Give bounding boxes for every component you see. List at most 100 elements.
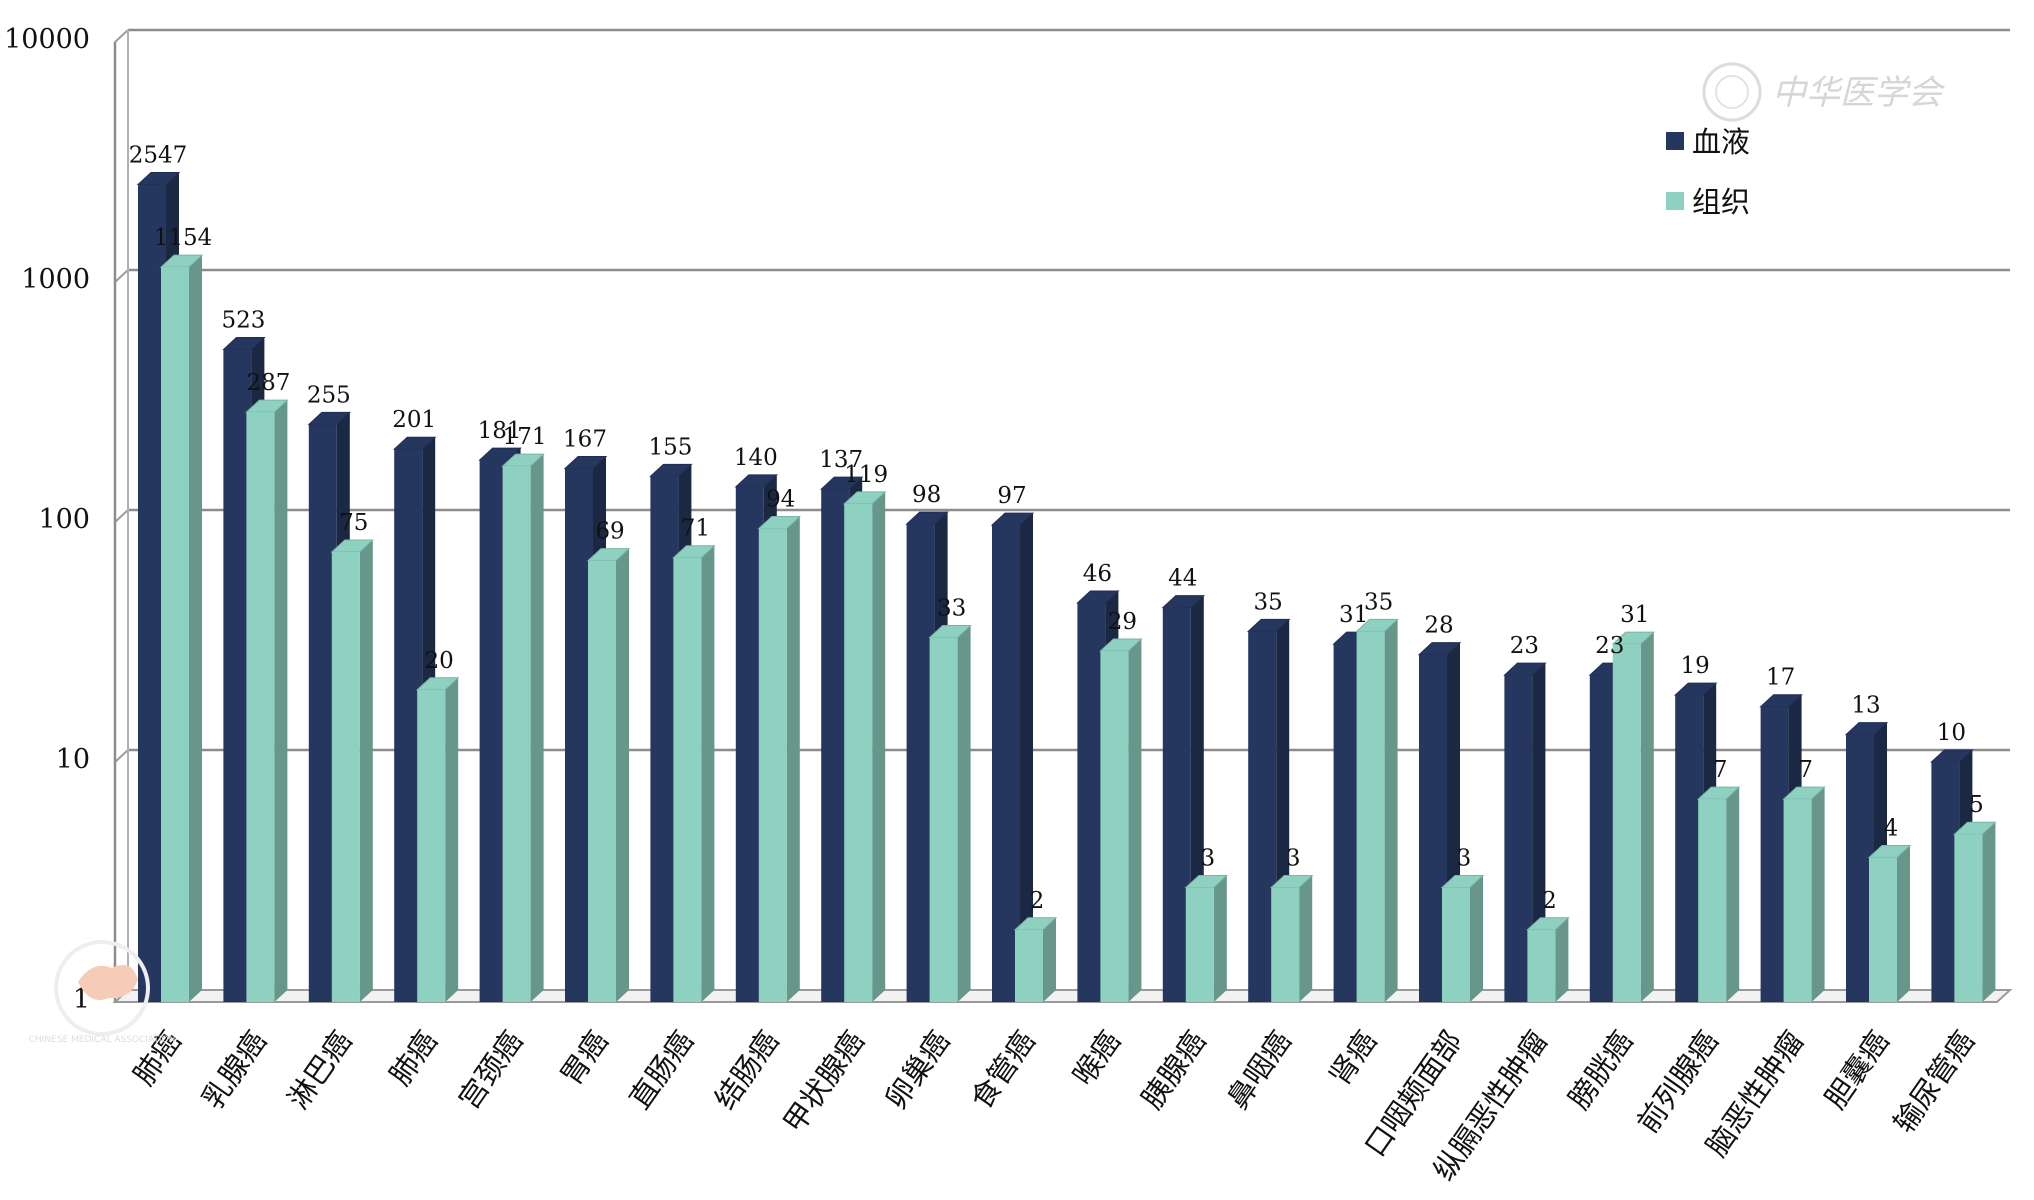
data-label-blood: 31	[1339, 602, 1368, 628]
data-label-blood: 44	[1168, 566, 1197, 592]
bar-tissue	[1698, 799, 1727, 1002]
data-label-tissue: 7	[1713, 757, 1728, 783]
y-tick-label: 10000	[4, 24, 90, 55]
bar-tissue	[1442, 887, 1470, 1002]
bar-tissue-side	[359, 539, 373, 1002]
bar-tissue	[1527, 929, 1556, 1002]
y-tick-label: 1000	[21, 264, 90, 295]
bars	[136, 172, 1997, 1003]
data-label-blood: 35	[1254, 589, 1283, 615]
watermark-text: 中华医学会	[1772, 73, 1946, 113]
gridline-diagonal	[114, 749, 129, 763]
category-label: 输尿管癌	[1887, 1025, 1981, 1140]
bar-tissue-side	[1299, 875, 1313, 1002]
category-label: 肾癌	[1322, 1025, 1383, 1092]
bar-tissue-side	[1470, 875, 1483, 1002]
data-label-tissue: 94	[766, 486, 795, 512]
data-label-blood: 97	[997, 483, 1026, 509]
data-label-tissue: 2	[1030, 888, 1045, 914]
category-label: 结肠癌	[708, 1025, 786, 1116]
y-tick-label: 100	[38, 504, 90, 535]
watermark-seal-icon	[1702, 62, 1762, 122]
gridline-diagonal	[114, 509, 129, 523]
legend-swatch-blood	[1666, 132, 1684, 150]
bar-tissue	[588, 560, 616, 1002]
data-label-blood: 155	[648, 434, 692, 460]
data-label-tissue: 20	[425, 648, 454, 674]
watermark-seal-bottom-icon	[54, 940, 150, 1036]
bar-tissue-side	[872, 491, 886, 1002]
bar-tissue	[1869, 857, 1897, 1002]
category-label: 鼻咽癌	[1220, 1025, 1298, 1116]
bar-tissue-side	[189, 255, 202, 1002]
gridline-diagonal	[114, 269, 129, 283]
bar-tissue	[844, 503, 873, 1002]
data-label-blood: 19	[1681, 653, 1710, 679]
bar-tissue	[929, 637, 958, 1002]
bar-tissue-side	[1982, 822, 1996, 1002]
data-label-tissue: 4	[1884, 816, 1899, 842]
category-label: 宫颈癌	[452, 1025, 530, 1116]
bar-tissue	[502, 466, 531, 1002]
data-label-blood: 140	[734, 445, 778, 471]
watermark: 中华医学会 CHINESE MEDICAL ASSOCIATION	[29, 62, 1946, 1045]
data-label-tissue: 3	[1200, 845, 1215, 871]
category-label: 胰腺癌	[1135, 1025, 1213, 1116]
category-label: 甲状腺癌	[777, 1025, 871, 1140]
category-label: 肺癌	[383, 1025, 444, 1092]
data-label-blood: 23	[1510, 633, 1539, 659]
bar-tissue	[1185, 887, 1214, 1002]
category-label: 胆囊癌	[1818, 1025, 1896, 1116]
bar-tissue	[673, 557, 702, 1002]
bar-tissue	[331, 551, 360, 1002]
bar-tissue-side	[1640, 632, 1654, 1002]
bar-tissue	[1356, 631, 1385, 1002]
data-label-tissue: 2	[1542, 888, 1557, 914]
bar-tissue-side	[616, 548, 629, 1002]
bar-blood-side	[1020, 513, 1033, 1002]
data-label-blood: 98	[912, 482, 941, 508]
bar-tissue	[1100, 651, 1129, 1002]
data-label-tissue: 3	[1457, 845, 1472, 871]
bar-tissue-side	[1811, 787, 1825, 1002]
data-label-tissue: 29	[1108, 609, 1137, 635]
data-label-tissue: 3	[1286, 845, 1301, 871]
data-label-blood: 46	[1083, 561, 1112, 587]
bar-tissue-side	[445, 677, 459, 1002]
category-label: 食管癌	[964, 1025, 1042, 1116]
category-label: 胃癌	[554, 1025, 615, 1092]
category-label: 直肠癌	[622, 1025, 700, 1116]
data-label-blood: 167	[563, 427, 607, 453]
watermark-seal-text: CHINESE MEDICAL ASSOCIATION	[29, 1035, 176, 1045]
bar-tissue-side	[1213, 875, 1227, 1002]
data-label-blood: 17	[1766, 665, 1795, 691]
data-label-tissue: 31	[1620, 602, 1649, 628]
data-label-tissue: 287	[246, 370, 290, 396]
bar-tissue-side	[1384, 619, 1398, 1002]
data-label-blood: 28	[1424, 613, 1453, 639]
data-label-tissue: 1154	[154, 225, 213, 251]
data-label-tissue: 69	[595, 519, 624, 545]
data-label-blood: 23	[1595, 633, 1624, 659]
data-label-blood: 255	[307, 382, 351, 408]
bar-tissue-side	[1897, 845, 1910, 1002]
data-label-blood: 10	[1937, 720, 1966, 746]
watermark-map-icon	[78, 964, 138, 1000]
bar-tissue	[161, 267, 189, 1002]
bar-tissue	[758, 528, 787, 1002]
legend-label-tissue: 组织	[1692, 185, 1750, 219]
data-label-tissue: 71	[681, 516, 710, 542]
bar-tissue	[246, 412, 275, 1002]
category-label: 淋巴癌	[281, 1025, 359, 1116]
bar-blood	[992, 525, 1020, 1002]
legend: 血液 组织	[1666, 125, 1750, 219]
data-label-tissue: 33	[937, 596, 966, 622]
data-label-blood: 13	[1851, 693, 1880, 719]
data-label-blood: 201	[392, 407, 436, 433]
data-label-tissue: 7	[1798, 757, 1813, 783]
data-label-blood: 2547	[129, 143, 188, 169]
data-label-blood: 523	[221, 308, 265, 334]
